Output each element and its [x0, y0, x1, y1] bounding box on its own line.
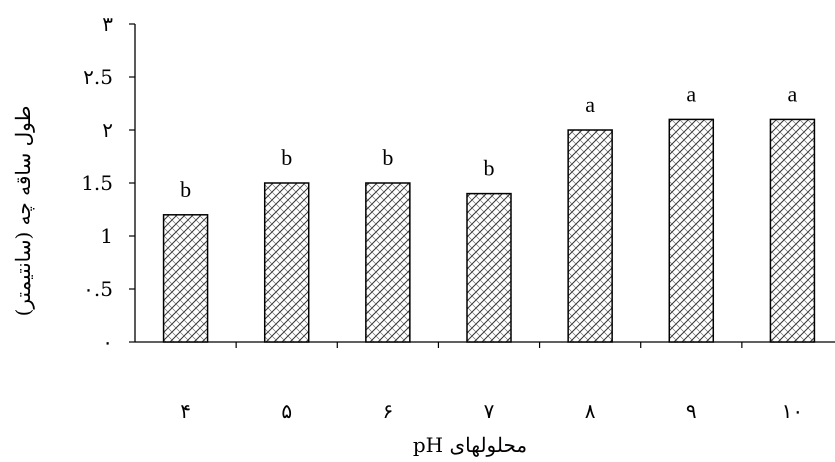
- x-tick-label: ۹: [686, 399, 697, 423]
- bar: [365, 182, 411, 343]
- x-tick-label: ۷: [484, 399, 495, 423]
- y-tick-label: 1.5: [81, 171, 113, 195]
- x-tick-label: ۴: [180, 399, 191, 423]
- y-tick-label: 1: [100, 224, 113, 248]
- bar: [668, 118, 715, 343]
- x-tick-label: ۵: [281, 399, 292, 423]
- bar: [263, 182, 310, 343]
- bar-data-label: a: [686, 81, 696, 106]
- y-tick-label: ۳: [102, 12, 113, 36]
- bar: [162, 214, 209, 343]
- bar-data-label: b: [180, 177, 191, 202]
- y-tick-label: ۰: [102, 330, 113, 354]
- bar-data-label: a: [788, 81, 798, 106]
- bar-data-label: b: [281, 145, 292, 170]
- bar-data-label: b: [382, 145, 393, 170]
- bar-data-label: b: [484, 156, 495, 181]
- y-tick-label: ۲.5: [83, 65, 113, 89]
- y-tick-label: ۲: [102, 118, 113, 142]
- x-tick-label: ۶: [382, 399, 393, 423]
- x-axis-title: محلولهای pH: [413, 433, 527, 457]
- x-tick-label: ۸: [585, 399, 596, 423]
- bar: [567, 129, 613, 343]
- bar: [769, 118, 816, 343]
- y-tick-label: ۰.5: [83, 277, 113, 301]
- x-tick-label: ۱۰: [782, 399, 803, 423]
- bar-data-label: a: [585, 92, 595, 117]
- bar: [466, 192, 512, 343]
- y-axis-title: طول ساقه چه (سانتیمتر): [11, 106, 35, 317]
